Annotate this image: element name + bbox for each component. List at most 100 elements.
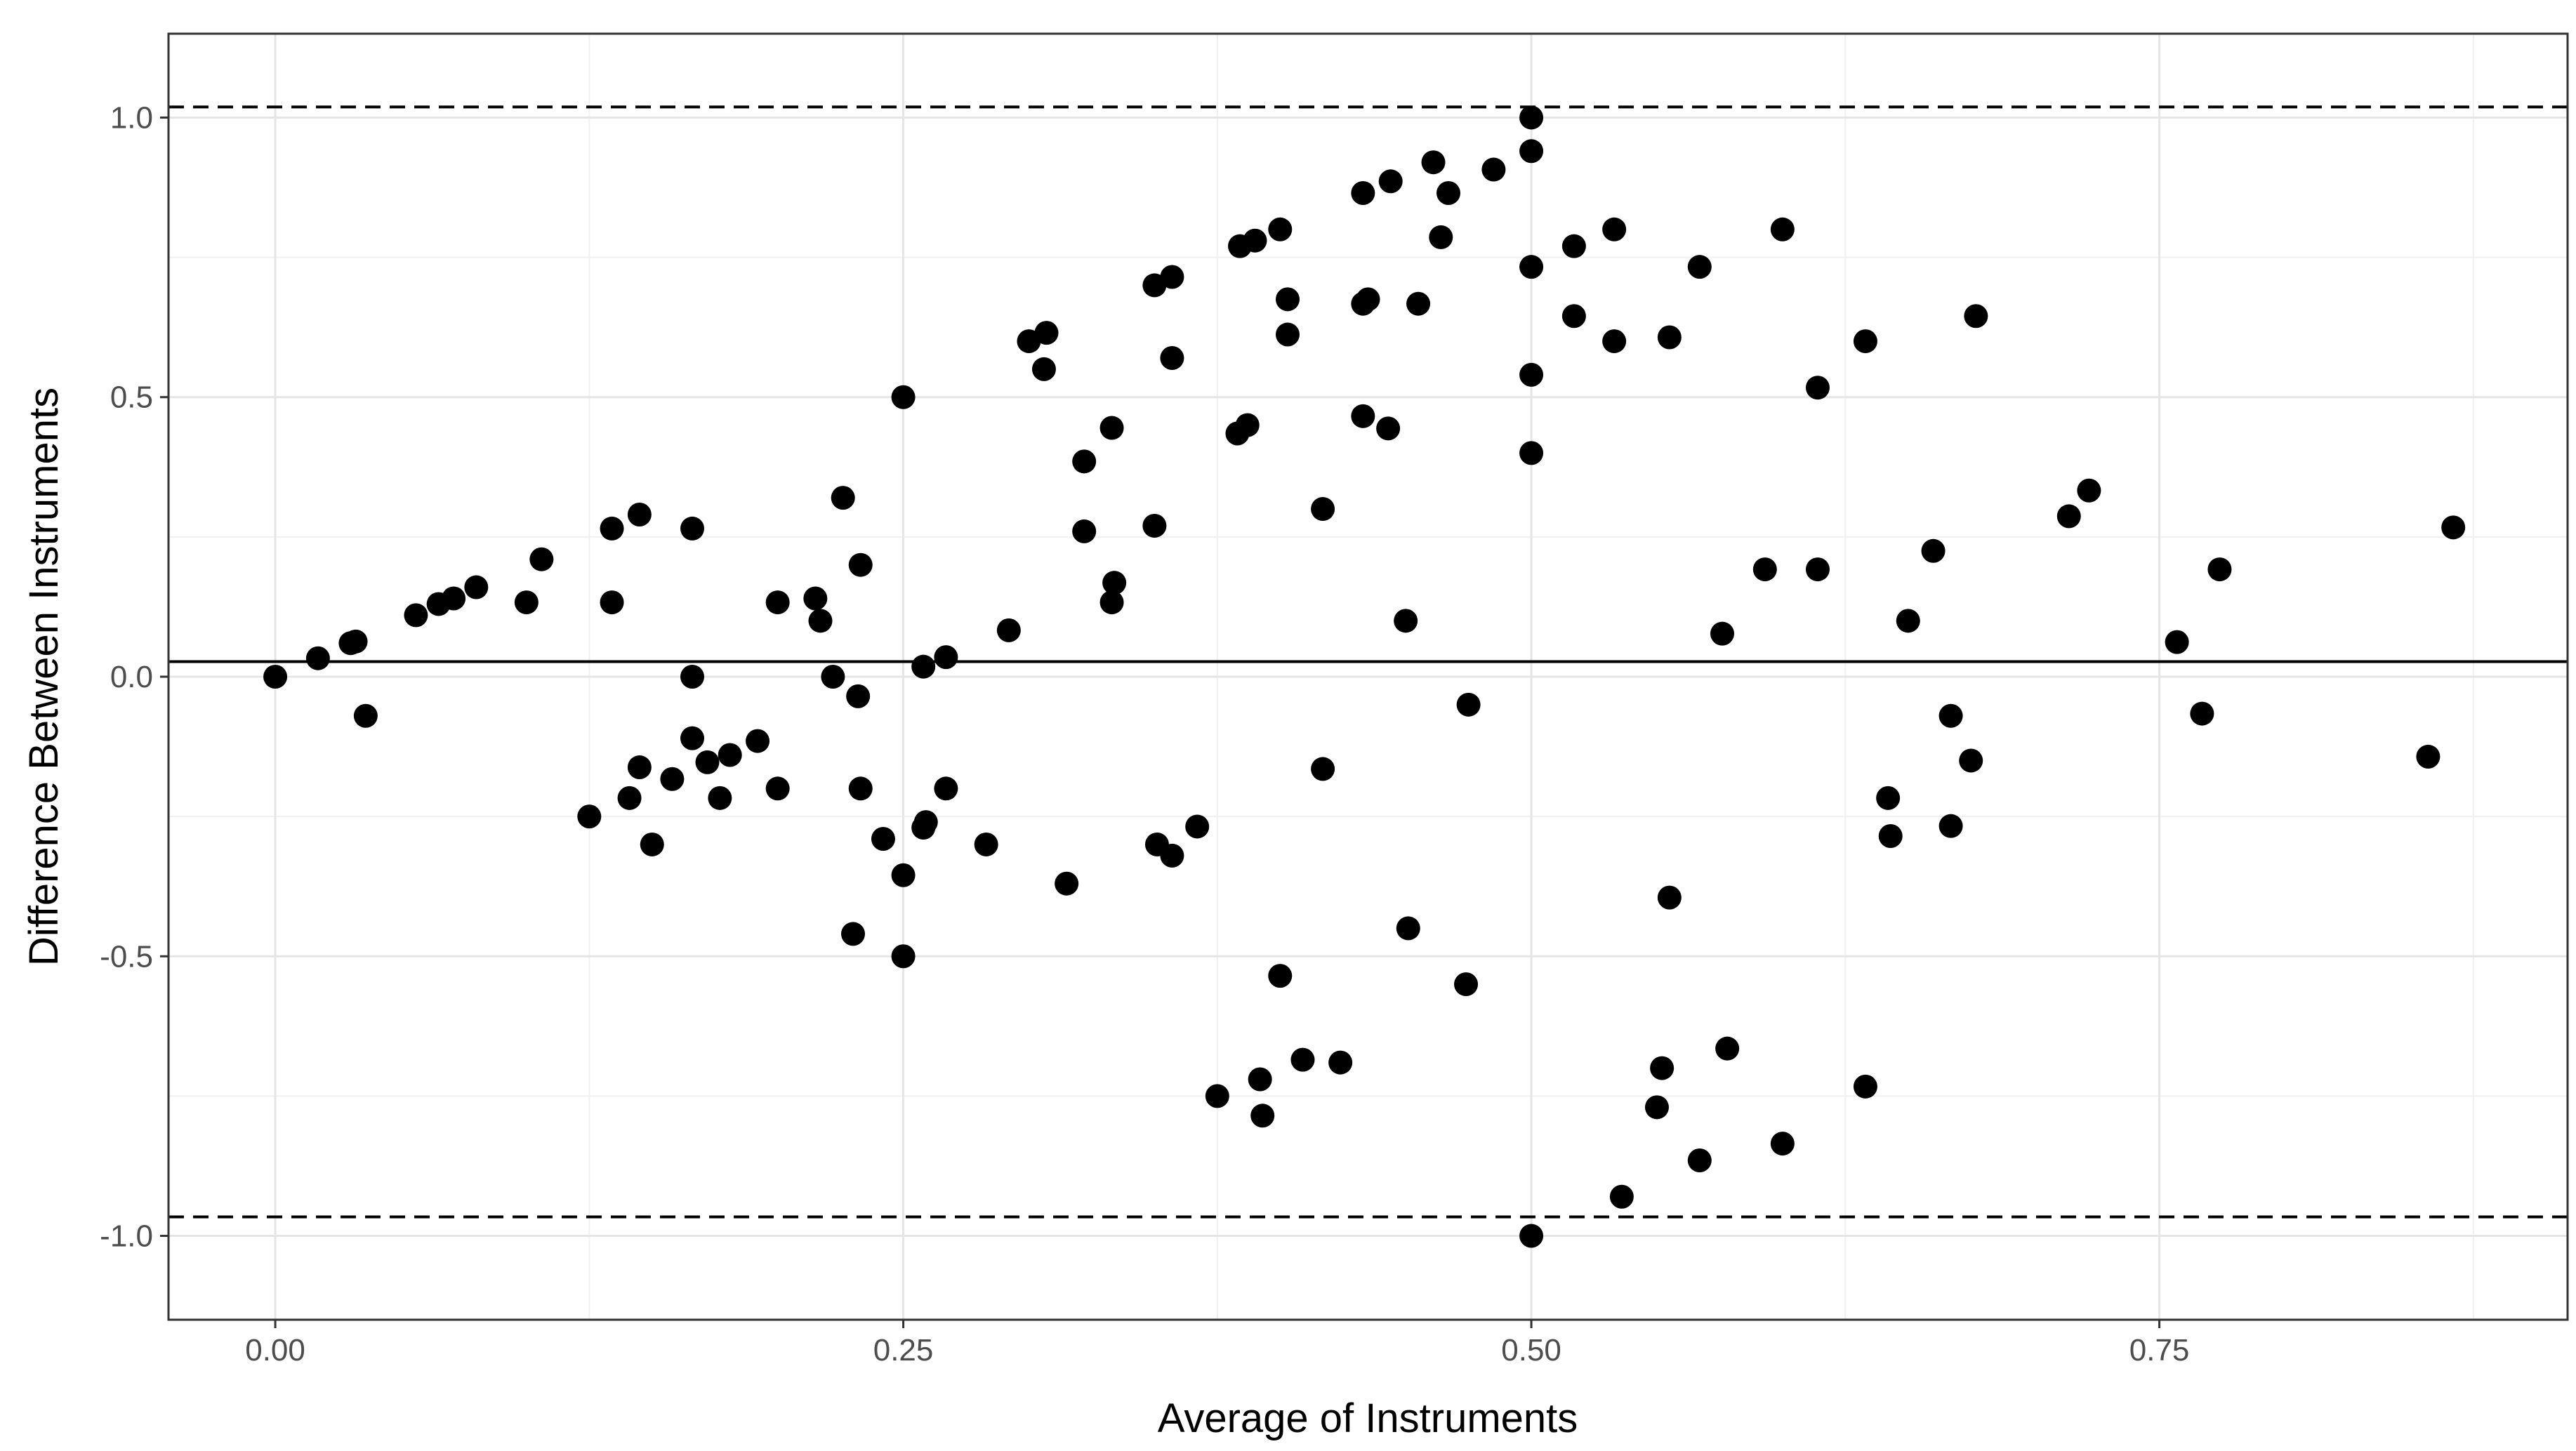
data-point (891, 944, 916, 969)
data-point (934, 645, 958, 670)
data-point (600, 590, 624, 615)
data-point (305, 646, 330, 670)
data-point (1243, 228, 1267, 253)
data-point (1429, 225, 1453, 249)
data-point (1519, 441, 1544, 465)
data-point (695, 750, 720, 774)
data-point (871, 826, 895, 851)
data-point (831, 486, 855, 510)
data-point (1853, 1074, 1877, 1099)
data-point (2207, 557, 2232, 582)
data-point (808, 609, 833, 633)
data-point (1687, 255, 1712, 279)
data-point (1519, 255, 1544, 279)
data-point (1235, 413, 1260, 437)
data-point (442, 586, 466, 611)
data-point (1602, 217, 1627, 241)
data-point (1959, 748, 1983, 773)
data-point (1805, 557, 1830, 582)
data-point (934, 776, 958, 801)
data-point (1406, 291, 1431, 316)
data-point (1710, 621, 1734, 646)
data-point (1436, 181, 1460, 206)
x-tick-label: 0.75 (2129, 1333, 2190, 1367)
data-point (529, 547, 554, 571)
data-point (1290, 1047, 1315, 1072)
data-point (1805, 376, 1830, 400)
data-point (841, 922, 866, 946)
data-point (1519, 1224, 1544, 1248)
minor-gridlines (169, 34, 2568, 1320)
data-point (891, 385, 916, 409)
data-point (913, 810, 938, 835)
x-tick-label: 0.25 (873, 1333, 934, 1367)
data-point (1602, 329, 1627, 354)
data-point (343, 629, 368, 654)
data-point (746, 729, 770, 753)
data-point (1311, 497, 1335, 522)
data-point (263, 665, 288, 689)
data-point (974, 832, 998, 856)
x-axis-title: Average of Instruments (1158, 1396, 1578, 1441)
data-point (718, 743, 742, 767)
data-point (765, 590, 790, 615)
data-point (1185, 814, 1210, 839)
data-point (404, 603, 428, 628)
y-tick-label: 0.5 (110, 380, 153, 415)
data-point (848, 552, 873, 577)
data-point (1770, 217, 1795, 241)
data-point (680, 665, 705, 689)
data-point (600, 516, 624, 541)
data-point (1561, 234, 1586, 258)
data-point (1853, 329, 1877, 354)
data-point (1142, 513, 1167, 538)
data-point (1519, 362, 1544, 387)
data-point (1276, 287, 1300, 312)
data-point (680, 516, 705, 541)
y-axis-ticks: 1.0 0.5 0.0 -0.5 -1.0 (100, 100, 169, 1254)
reference-lines (169, 105, 2568, 1219)
data-point (2441, 515, 2466, 540)
data-point (1964, 304, 1988, 329)
data-point (1328, 1050, 1353, 1075)
major-gridlines (169, 34, 2568, 1320)
data-point (1456, 692, 1481, 717)
data-point (1657, 325, 1682, 350)
data-point (1421, 150, 1446, 175)
data-point (1205, 1084, 1229, 1108)
data-point (765, 776, 790, 801)
data-point (1102, 571, 1127, 595)
data-point (1268, 217, 1293, 241)
data-point (514, 590, 539, 615)
data-point (1268, 964, 1293, 988)
data-point (1031, 357, 1056, 381)
data-point (1921, 538, 1946, 563)
data-point (1034, 321, 1059, 345)
data-point (1099, 416, 1124, 440)
data-point (848, 776, 873, 801)
data-point (1276, 322, 1300, 347)
data-point (1376, 416, 1401, 441)
data-point (1378, 169, 1403, 194)
data-point (1454, 972, 1479, 997)
data-point (1519, 139, 1544, 164)
data-point (680, 726, 705, 750)
data-point (891, 863, 916, 887)
y-tick-label: 0.0 (110, 660, 153, 694)
x-axis-ticks: 0.00 0.25 0.50 0.75 (245, 1320, 2189, 1367)
y-axis-title: Difference Between Instruments (21, 387, 67, 966)
data-point (1938, 703, 1963, 728)
data-point (1770, 1132, 1795, 1156)
data-point (464, 575, 489, 599)
data-point (1561, 304, 1586, 329)
data-point (640, 832, 664, 856)
data-point (1644, 1095, 1669, 1120)
data-point (708, 786, 732, 810)
data-point (996, 618, 1021, 642)
y-tick-label: 1.0 (110, 100, 153, 135)
data-point (627, 503, 652, 527)
data-point (353, 703, 378, 728)
data-point (1481, 157, 1506, 182)
